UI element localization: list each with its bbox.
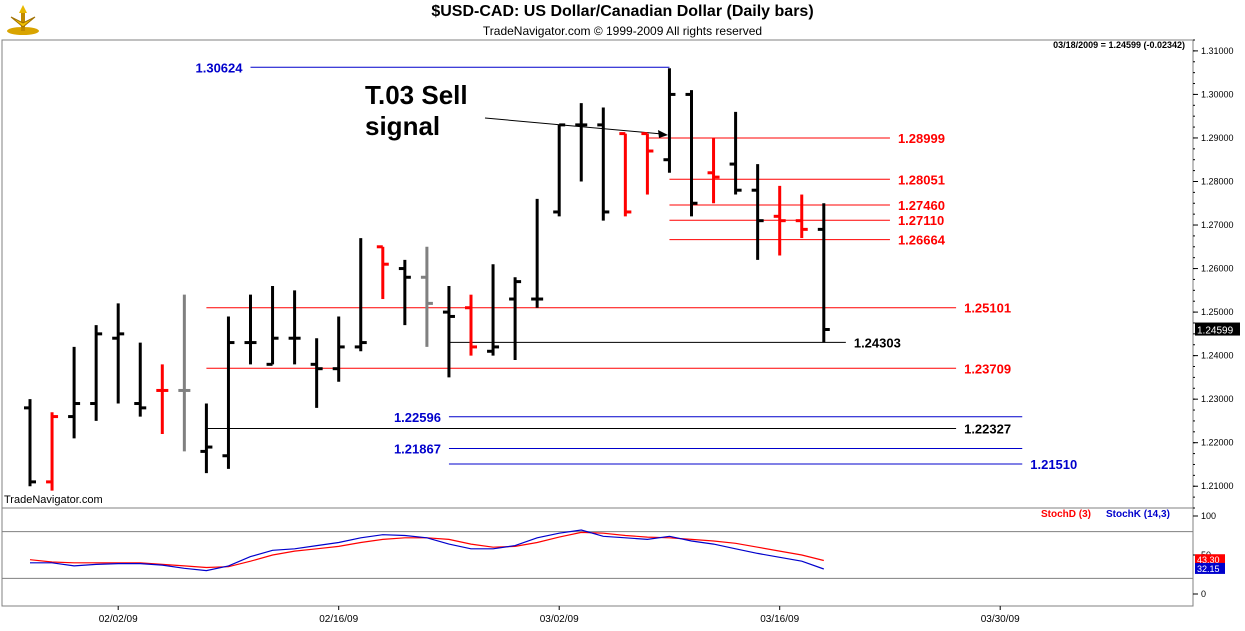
price-tick-label: 1.29000 <box>1201 133 1234 143</box>
level-label: 1.28999 <box>898 131 945 146</box>
last-price-label: 1.24599 <box>1197 326 1234 337</box>
level-label: 1.28051 <box>898 172 945 187</box>
level-label: 1.22596 <box>394 410 441 425</box>
stoch-tick-label: 0 <box>1201 589 1206 599</box>
level-label: 1.21867 <box>394 441 441 456</box>
price-tick-label: 1.24000 <box>1201 351 1234 361</box>
level-label: 1.27460 <box>898 198 945 213</box>
price-tick-label: 1.31000 <box>1201 46 1234 56</box>
level-label: 1.21510 <box>1030 457 1077 472</box>
price-tick-label: 1.30000 <box>1201 89 1234 99</box>
level-label: 1.22327 <box>964 421 1011 436</box>
price-tick-label: 1.28000 <box>1201 176 1234 186</box>
price-tick-label: 1.21000 <box>1201 481 1234 491</box>
level-label: 1.30624 <box>196 60 244 75</box>
level-label: 1.23709 <box>964 361 1011 376</box>
stoch-k-legend: StochK (14,3) <box>1106 509 1170 520</box>
date-tick-label: 03/02/09 <box>540 614 579 625</box>
sell-signal-arrow <box>484 117 663 135</box>
stoch-d-legend: StochD (3) <box>1041 509 1091 520</box>
price-panel-border <box>1 39 1194 509</box>
chart-title: $USD-CAD: US Dollar/Canadian Dollar (Dai… <box>431 3 814 20</box>
price-tick-label: 1.22000 <box>1201 438 1234 448</box>
sell-signal-annotation: T.03 Sell signal <box>365 80 468 142</box>
price-tick-label: 1.23000 <box>1201 394 1234 404</box>
sell-signal-line2: signal <box>365 111 441 141</box>
stoch-tick-label: 100 <box>1201 511 1216 521</box>
stoch-panel-border <box>1 507 1194 607</box>
sell-signal-line1: T.03 Sell <box>365 80 468 110</box>
stoch-k-last-label: 32.15 <box>1197 564 1220 574</box>
watermark: TradeNavigator.com <box>4 494 103 506</box>
stoch-d-last-box <box>1195 554 1225 566</box>
level-label: 1.25101 <box>964 301 1011 316</box>
last-price-box <box>1195 322 1240 336</box>
stoch-k-last-box <box>1195 562 1225 574</box>
date-tick-label: 02/02/09 <box>99 614 138 625</box>
last-quote: 03/18/2009 = 1.24599 (-0.02342) <box>1053 40 1185 50</box>
price-tick-label: 1.27000 <box>1201 220 1234 230</box>
level-label: 1.27110 <box>898 213 944 228</box>
level-label: 1.26664 <box>898 233 946 248</box>
date-tick-label: 03/16/09 <box>760 614 799 625</box>
stoch-d-last-label: 43.30 <box>1197 555 1220 565</box>
date-tick-label: 02/16/09 <box>319 614 358 625</box>
date-tick-label: 03/30/09 <box>981 614 1020 625</box>
price-tick-label: 1.26000 <box>1201 264 1234 274</box>
stoch-k-label: StochK (14,3) <box>1106 509 1170 520</box>
sell-signal-arrowhead <box>658 130 668 138</box>
stoch-d-label: StochD (3) <box>1041 509 1091 520</box>
stoch-k-line <box>30 529 825 572</box>
chart-copyright: TradeNavigator.com © 1999-2009 All right… <box>482 24 763 38</box>
price-tick-label: 1.25000 <box>1201 307 1234 317</box>
level-label: 1.24303 <box>854 335 901 350</box>
trade-navigator-logo <box>5 3 41 37</box>
